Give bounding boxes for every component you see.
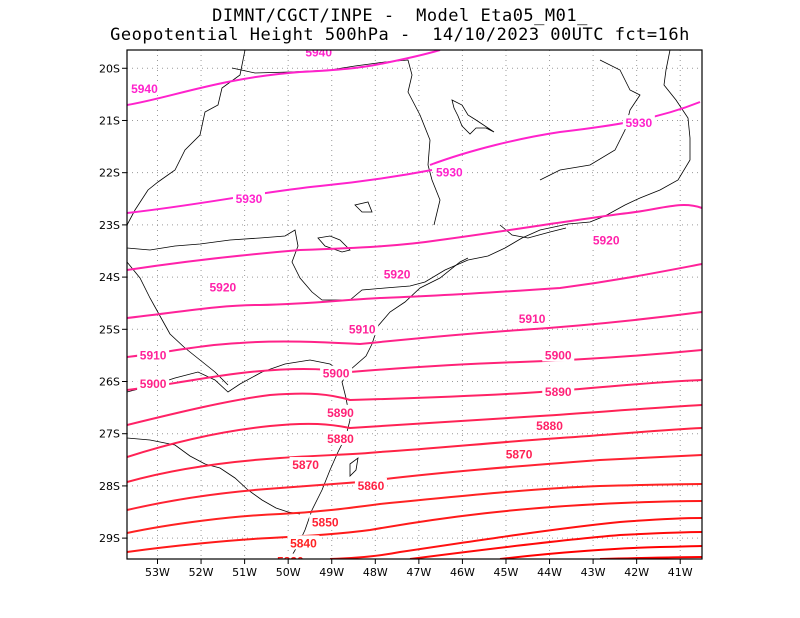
contour-label: 5890: [327, 406, 354, 420]
map-title-line-1: DIMNT/CGCT/INPE - Model Eta05_M01_: [212, 6, 588, 26]
lon-tick-label: 43W: [581, 566, 606, 579]
contour-label: 5930: [436, 166, 463, 180]
contour-label-bg: [137, 347, 170, 362]
lon-tick-label: 50W: [276, 566, 301, 579]
contour-label: 5880: [327, 432, 354, 446]
contour-label: 5930: [625, 116, 652, 130]
contour-label: 5870: [506, 448, 533, 462]
axis-ticks: [122, 67, 681, 564]
contour-label: 5860: [358, 479, 385, 493]
lat-tick-label: 28S: [99, 480, 120, 493]
contour-label-bg: [128, 81, 161, 96]
contour-label: 5900: [545, 348, 572, 362]
lat-tick-label: 20S: [99, 62, 120, 75]
lat-tick-label: 26S: [99, 376, 120, 389]
contour-label-bg: [232, 190, 265, 205]
contour-label-bg: [320, 365, 353, 380]
contour-label: 5900: [323, 367, 350, 381]
contour-label: 5910: [519, 312, 546, 326]
map-title-line-2: Geopotential Height 500hPa - 14/10/2023 …: [110, 25, 690, 45]
lon-tick-label: 47W: [406, 566, 431, 579]
geopotential-contours: [127, 50, 702, 559]
contour-label-bg: [542, 383, 575, 398]
lat-tick-label: 22S: [99, 167, 120, 180]
axis-tick-labels: 53W 52W 51W 50W 49W 48W 47W 46W 45W 44W 43W 42W 41W 2…: [99, 62, 693, 579]
contour-label-bg: [354, 477, 387, 492]
contour-label-bg: [590, 232, 623, 247]
lon-tick-label: 51W: [232, 566, 257, 579]
contour-label: 5890: [545, 385, 572, 399]
lat-tick-label: 21S: [99, 114, 120, 127]
contour-label: 5910: [140, 348, 167, 362]
contour-label-bg: [533, 417, 566, 432]
contour-label-bg: [324, 430, 357, 445]
lat-tick-label: 23S: [99, 219, 120, 232]
lon-tick-label: 49W: [319, 566, 344, 579]
lat-tick-label: 24S: [99, 271, 120, 284]
contour-label: 5850: [312, 515, 339, 529]
lon-tick-label: 46W: [450, 566, 475, 579]
contour-label-bg: [516, 310, 549, 325]
lon-tick-label: 45W: [494, 566, 519, 579]
contour-label-bg: [274, 553, 307, 559]
contour-label: 5880: [536, 419, 563, 433]
map-frame: [126, 49, 703, 560]
contour-label-bg: [206, 279, 239, 294]
contour-label: 5940: [305, 46, 332, 60]
map-content: 5940 5940 5930 5930 5930 5920 5920 5920 5910 5910…: [127, 46, 702, 569]
contour-label: 5920: [593, 234, 620, 248]
contour-label-bg: [302, 50, 335, 59]
lon-tick-label: 48W: [363, 566, 388, 579]
contour-label-bg: [346, 321, 379, 336]
contour-label: 5870: [292, 458, 319, 472]
lon-tick-label: 52W: [189, 566, 214, 579]
contour-label-bg: [433, 164, 466, 179]
contour-label-bg: [309, 514, 342, 529]
contour-label: 5940: [131, 82, 158, 96]
contour-label-bg: [503, 446, 536, 461]
contour-label: 5840: [290, 536, 317, 550]
contour-label-bg: [381, 266, 414, 281]
contour-label-bg: [324, 404, 357, 419]
lon-tick-label: 44W: [537, 566, 562, 579]
contour-label-bg: [287, 535, 320, 550]
contour-label: 5900: [140, 377, 167, 391]
contour-label: 5930: [236, 192, 263, 206]
lon-tick-label: 53W: [145, 566, 170, 579]
contour-label: 5920: [209, 281, 236, 295]
contour-label-bg: [622, 115, 655, 130]
lon-tick-label: 42W: [624, 566, 649, 579]
contour-label-bg: [542, 347, 575, 362]
contour-label: 5830: [277, 555, 304, 569]
lat-tick-label: 27S: [99, 428, 120, 441]
contour-label: 5920: [384, 267, 411, 281]
contour-label-bg: [137, 376, 170, 391]
lon-tick-label: 41W: [668, 566, 693, 579]
contour-labels: 5940 5940 5930 5930 5930 5920 5920 5920 5910 5910…: [128, 46, 655, 569]
lat-tick-label: 29S: [99, 532, 120, 545]
lat-tick-label: 25S: [99, 323, 120, 336]
contour-label-bg: [289, 457, 322, 472]
graticule-grid: [127, 50, 702, 559]
contour-label: 5910: [349, 322, 376, 336]
